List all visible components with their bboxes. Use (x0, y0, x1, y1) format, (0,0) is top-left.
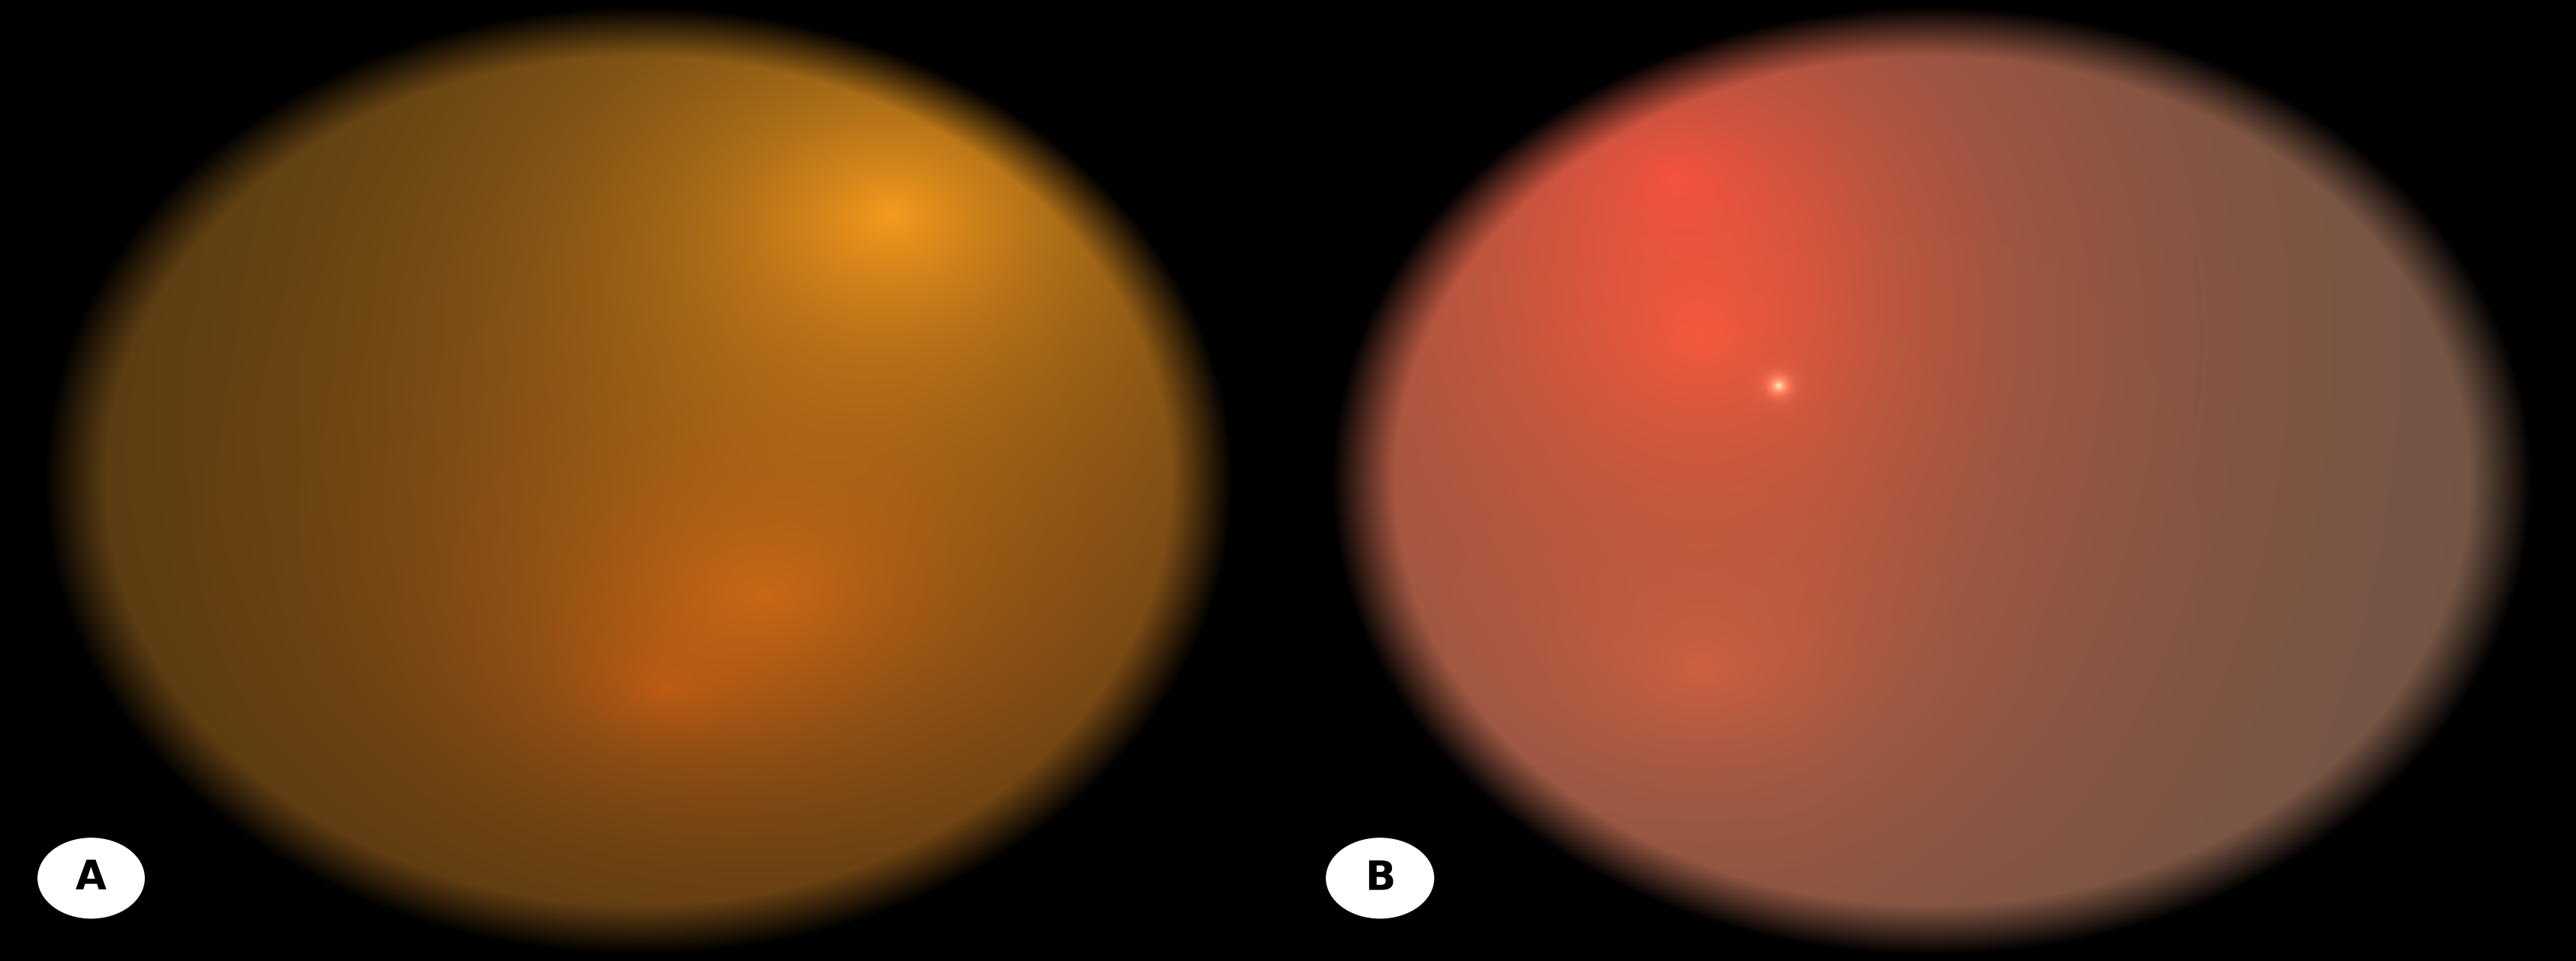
Circle shape (1327, 838, 1435, 918)
Circle shape (39, 838, 144, 918)
Text: A: A (75, 858, 106, 898)
Text: B: B (1365, 858, 1396, 898)
